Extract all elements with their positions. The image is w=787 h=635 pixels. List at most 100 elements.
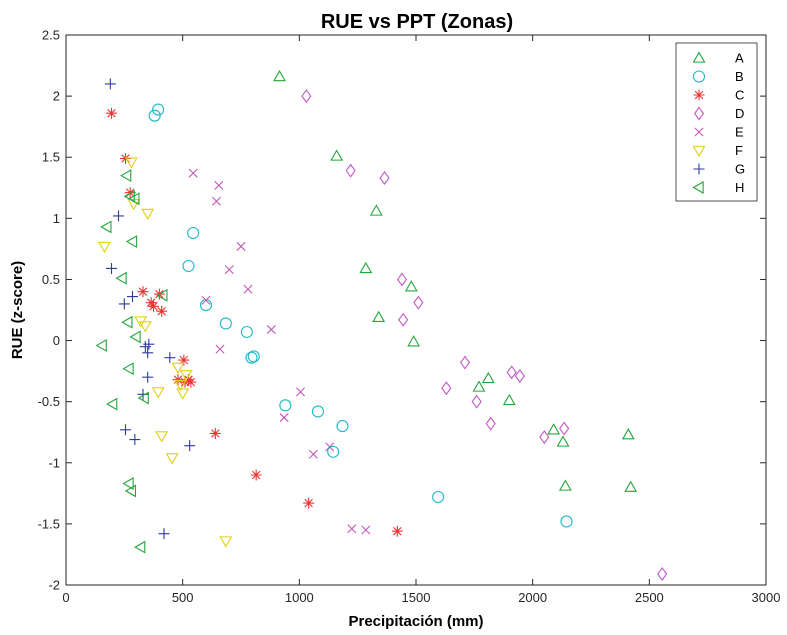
data-point [413,295,424,310]
data-point [250,469,262,481]
data-point [201,295,211,305]
data-point [345,163,356,178]
data-point [124,157,138,169]
legend-marker [693,106,705,121]
series-A [273,69,638,492]
data-point [327,445,340,458]
data-point [398,312,409,327]
x-tick-label: 500 [172,590,194,605]
x-tick-label: 1000 [285,590,314,605]
data-point [441,381,452,396]
data-point [185,376,197,388]
data-point [224,265,234,275]
data-point [372,310,386,323]
data-point [472,380,486,392]
legend-label: B [735,69,744,84]
legend-entry: H [692,180,744,195]
data-point [171,362,185,375]
data-point [106,262,117,274]
data-point [122,362,134,376]
y-tick-label: 2 [53,89,60,104]
y-tick-label: -0.5 [38,394,60,409]
series-E [188,168,371,535]
data-point [279,399,292,412]
data-point [129,434,141,446]
x-tick-label: 2500 [635,590,664,605]
data-point [379,171,390,185]
data-point [148,300,159,312]
data-point [106,397,118,411]
legend-label: G [735,162,745,177]
series-H [95,169,168,554]
plot-area [65,34,767,586]
data-point [120,424,131,436]
data-point [188,168,198,178]
data-point [219,536,233,548]
data-point [295,387,306,397]
data-point [240,325,253,339]
data-point [158,528,170,540]
data-point [187,226,200,240]
data-point [266,325,276,335]
data-point [311,405,325,418]
data-point [404,280,418,292]
data-point [539,430,550,445]
legend-marker [692,51,706,63]
series-D [301,89,668,581]
data-point [127,198,141,211]
legend-entry: A [692,51,744,66]
y-tick-label: 0 [53,333,60,348]
data-point [142,371,154,383]
x-tick-label: 2000 [518,590,547,605]
data-point [106,107,117,119]
legend-entry: F [692,143,743,158]
legend-entry: G [693,162,745,177]
legend-entry: E [694,125,744,140]
data-point [141,208,155,221]
x-tick-label: 0 [62,590,69,605]
data-point [624,480,638,492]
data-point [560,515,573,528]
series-B [148,103,573,528]
y-tick-label: 2.5 [42,28,60,43]
data-point [336,420,349,433]
legend-label: H [735,180,744,195]
data-point [145,297,157,309]
data-point [359,261,373,274]
data-point [361,525,371,535]
data-point [142,347,154,359]
data-point [396,272,408,287]
data-point [325,442,335,452]
data-point [559,421,570,436]
legend-entry: D [693,106,744,121]
data-point [113,210,124,222]
data-point [214,180,224,190]
data-point [151,387,165,399]
data-point [137,388,149,400]
chart-title: RUE vs PPT (Zonas) [321,11,513,33]
data-point [432,490,445,504]
data-point [121,315,133,329]
data-point [459,355,471,370]
data-point [137,286,149,298]
data-point [514,369,525,383]
y-axis: -2 -1.5 -1 -0.5 0 0.5 1 1.5 2 2.5 [38,28,766,593]
legend-label: E [735,125,744,140]
legend-marker [693,163,705,175]
data-point [143,338,155,350]
data-point [148,109,161,122]
data-point [176,388,190,400]
legend-entry: B [692,69,744,84]
data-point [303,497,315,509]
data-point [243,284,253,294]
data-point [506,365,517,380]
y-tick-label: 1 [53,211,60,226]
data-point [481,371,495,384]
y-axis-label: RUE (z-score) [9,261,26,359]
y-tick-label: -1.5 [38,516,60,531]
x-axis: 0 500 1000 1500 2000 2500 3000 [62,35,780,605]
data-point [273,69,286,82]
data-point [164,352,176,364]
